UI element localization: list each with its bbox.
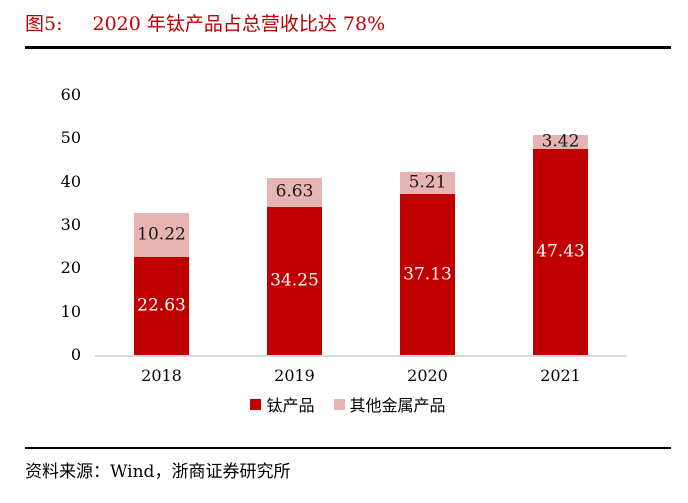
- bar-value-label: 34.25: [270, 270, 319, 291]
- bar-segment: 6.63: [267, 177, 322, 207]
- figure-header: 图5: 2020 年钛产品占总营收比达 78%: [25, 8, 671, 40]
- legend-swatch: [250, 398, 262, 410]
- bar-value-label: 6.63: [275, 181, 314, 202]
- legend-swatch: [333, 398, 345, 410]
- bar-column: 37.13 5.21: [361, 95, 494, 355]
- bar-column: 34.25 6.63: [228, 95, 361, 355]
- legend-item: 其他金属产品: [333, 392, 446, 416]
- bar-value-label: 5.21: [408, 172, 447, 193]
- x-category-label: 2020: [407, 366, 448, 385]
- x-category-label: 2021: [540, 366, 581, 385]
- y-tick-label: 40: [60, 171, 81, 191]
- y-tick-label: 30: [60, 215, 81, 234]
- stacked-bar: 34.25 6.63: [267, 177, 322, 355]
- source-note: 资料来源：Wind，浙商证券研究所: [25, 462, 291, 482]
- y-tick-label: 50: [60, 128, 81, 148]
- y-tick-label: 0: [70, 345, 81, 364]
- x-category-label: 2019: [274, 366, 315, 385]
- y-tick-label: 20: [60, 258, 81, 278]
- legend-item: 钛产品: [250, 392, 315, 416]
- chart-body: 0 10 20 30 40 50 60 22.63 10.22 34.25 6.63 37.13 5.…: [25, 85, 671, 364]
- plot-area: 22.63 10.22 34.25 6.63 37.13 5.21 47.43 3.42: [95, 95, 627, 357]
- bar-value-label: 47.43: [536, 241, 585, 262]
- bar-segment: 47.43: [533, 149, 588, 355]
- legend-label: 钛产品: [266, 396, 315, 415]
- bar-value-label: 3.42: [541, 131, 580, 152]
- bar-segment: 22.63: [134, 256, 189, 355]
- stacked-bar: 47.43 3.42: [533, 131, 588, 355]
- stacked-bar: 22.63 10.22: [134, 212, 189, 355]
- bar-segment: 3.42: [533, 131, 588, 152]
- legend-label: 其他金属产品: [349, 396, 446, 415]
- bar-column: 22.63 10.22: [95, 95, 228, 355]
- bar-value-label: 22.63: [137, 295, 186, 316]
- bar-value-label: 10.22: [137, 224, 186, 245]
- footer-divider: [25, 447, 671, 449]
- y-axis: 0 10 20 30 40 50 60: [25, 85, 95, 364]
- figure-label: 图5:: [25, 13, 63, 35]
- bar-segment: 34.25: [267, 206, 322, 355]
- stacked-bar-chart: 0 10 20 30 40 50 60 22.63 10.22 34.25 6.63 37.13 5.…: [25, 85, 671, 416]
- x-axis: 2018 2019 2020 2021: [95, 366, 627, 385]
- header-divider: [25, 46, 671, 49]
- chart-legend: 钛产品 其他金属产品: [25, 392, 671, 416]
- bar-segment: 5.21: [400, 171, 455, 195]
- figure-title: 2020 年钛产品占总营收比达 78%: [92, 13, 386, 35]
- bar-value-label: 37.13: [403, 264, 452, 285]
- y-tick-label: 10: [60, 301, 81, 321]
- stacked-bar: 37.13 5.21: [400, 171, 455, 355]
- bar-segment: 37.13: [400, 194, 455, 355]
- bar-segment: 10.22: [134, 212, 189, 257]
- bar-column: 47.43 3.42: [494, 95, 627, 355]
- x-category-label: 2018: [141, 366, 182, 385]
- y-tick-label: 60: [60, 85, 81, 104]
